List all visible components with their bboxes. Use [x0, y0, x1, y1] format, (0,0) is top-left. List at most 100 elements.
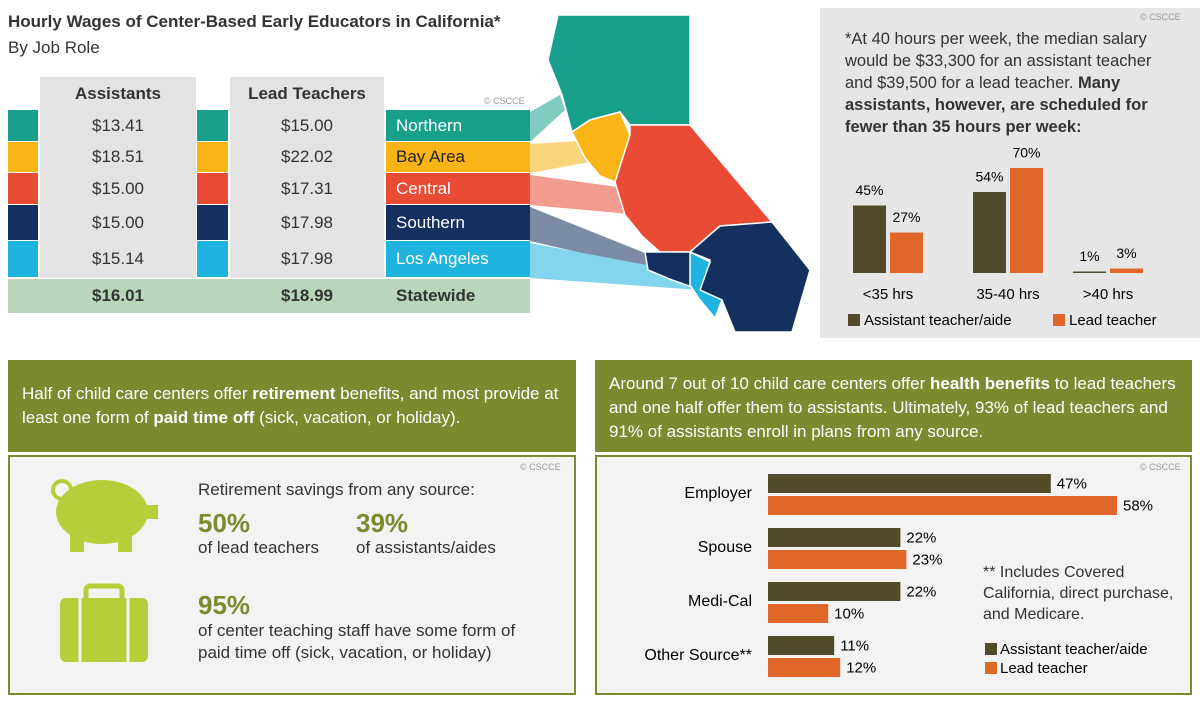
region-label: Northern	[386, 110, 530, 141]
x-tick-label: <35 hrs	[863, 286, 913, 303]
total-row	[8, 279, 530, 313]
value-label: 10%	[834, 605, 864, 622]
legend-label: Lead teacher	[1000, 660, 1088, 677]
health-panel	[595, 455, 1192, 695]
color-swatch	[197, 110, 228, 141]
wage: $17.98	[281, 249, 333, 268]
value-label: 70%	[1012, 145, 1040, 161]
value-label: 23%	[912, 551, 942, 568]
health-note: ** Includes Covered California, direct p…	[983, 564, 1174, 623]
color-swatch	[8, 173, 38, 204]
stat: 95%	[198, 590, 251, 620]
bar	[1073, 271, 1106, 273]
bar	[768, 636, 835, 655]
retirement-header: Half of child care centers offer retirem…	[8, 360, 576, 452]
hours-chart: <35 hrs 45% 27% 35-40 hrs 54% 70% >40 hrs 1% 3% A…	[848, 145, 1157, 329]
legend-swatch	[985, 643, 997, 655]
wage: $22.02	[281, 147, 333, 166]
color-swatch	[8, 110, 38, 141]
note-bold: Many assistants, however, are scheduled …	[845, 74, 1148, 136]
value-label: 1%	[1079, 248, 1099, 264]
color-swatch	[197, 205, 228, 240]
wage: $17.98	[281, 213, 333, 232]
value-label: 45%	[855, 182, 883, 198]
bar	[853, 205, 886, 273]
value-label: 22%	[906, 583, 936, 600]
health-chart: Employer 47% 58% Spouse 22% 23% Medi-Cal 22% 10%…	[644, 474, 1153, 677]
wage: $15.00	[92, 213, 144, 232]
note-text: *At 40 hours per week, the median salary…	[845, 30, 1152, 92]
title: Hourly Wages of Center-Based Early Educa…	[8, 12, 501, 31]
wage: $18.99	[281, 286, 333, 305]
copyright: © CSCCE	[520, 462, 561, 472]
california	[547, 14, 811, 333]
text: Around 7 out of 10 child care centers of…	[609, 374, 930, 393]
color-swatch	[197, 241, 228, 277]
x-tick-label: 35-40 hrs	[976, 286, 1039, 303]
wage: $15.00	[281, 116, 333, 135]
value-label: 3%	[1116, 245, 1136, 261]
bar	[973, 192, 1006, 273]
copyright: © CSCCE	[1140, 462, 1181, 472]
value-label: 58%	[1123, 497, 1153, 514]
suitcase-icon	[60, 583, 148, 662]
y-tick-label: Other Source**	[644, 647, 752, 664]
stat-text: of lead teachers	[198, 538, 319, 557]
bar	[768, 550, 907, 569]
y-tick-label: Employer	[684, 485, 752, 502]
x-tick-label: >40 hrs	[1083, 286, 1133, 303]
stat: 50%	[198, 508, 251, 538]
legend-label: Assistant teacher/aide	[864, 312, 1012, 329]
color-swatch	[197, 142, 228, 172]
value-label: 12%	[846, 659, 876, 676]
bold: paid time off	[153, 408, 255, 427]
health-header: Around 7 out of 10 child care centers of…	[595, 360, 1192, 452]
column-header: Lead Teachers	[248, 84, 366, 103]
value-label: 47%	[1057, 475, 1087, 492]
region-label: Los Angeles	[386, 241, 530, 277]
column-bg	[230, 77, 384, 278]
value-label: 27%	[892, 209, 920, 225]
legend-swatch	[985, 662, 997, 674]
value-label: 54%	[975, 169, 1003, 185]
wage-table: Assistants Lead Teachers Northern $13.41 $15…	[0, 0, 540, 320]
copyright: © CSCCE	[484, 96, 525, 106]
legend-label: Assistant teacher/aide	[1000, 641, 1148, 658]
subtitle: By Job Role	[8, 38, 100, 57]
icons	[51, 479, 158, 662]
legend-label: Lead teacher	[1069, 312, 1157, 329]
wage: $13.41	[92, 116, 144, 135]
piggy-bank-icon	[51, 479, 158, 552]
wage: $16.01	[92, 286, 144, 305]
map	[530, 14, 811, 333]
savings-title: Retirement savings from any source:	[198, 480, 475, 499]
color-swatch	[8, 142, 38, 172]
text: Half of child care centers offer	[22, 384, 253, 403]
color-swatch	[8, 241, 38, 277]
region-label: Statewide	[396, 286, 476, 305]
bold: retirement	[252, 384, 336, 403]
hours-note: *At 40 hours per week, the median salary…	[845, 28, 1180, 138]
text: to lead teachers and one half offer them…	[609, 374, 1176, 441]
stat-text: of center teaching staff have some form …	[198, 621, 516, 662]
color-swatch	[8, 205, 38, 240]
value-label: 22%	[906, 529, 936, 546]
bar	[768, 604, 829, 623]
copyright: © CSCCE	[1140, 12, 1181, 22]
bar	[768, 474, 1051, 493]
region-label: Bay Area	[386, 142, 530, 172]
bar	[768, 582, 901, 601]
bar	[890, 232, 923, 273]
region-label: Southern	[386, 205, 530, 240]
stat: 39%	[356, 508, 409, 538]
color-swatch	[197, 173, 228, 204]
legend-swatch	[1053, 314, 1065, 326]
bar	[768, 528, 901, 547]
value-label: 11%	[840, 637, 869, 654]
wage: $18.51	[92, 147, 144, 166]
bar	[768, 496, 1117, 515]
text: (sick, vacation, or holiday).	[254, 408, 461, 427]
text: benefits, and most provide at least one …	[22, 384, 559, 427]
region-label: Central	[386, 173, 530, 204]
